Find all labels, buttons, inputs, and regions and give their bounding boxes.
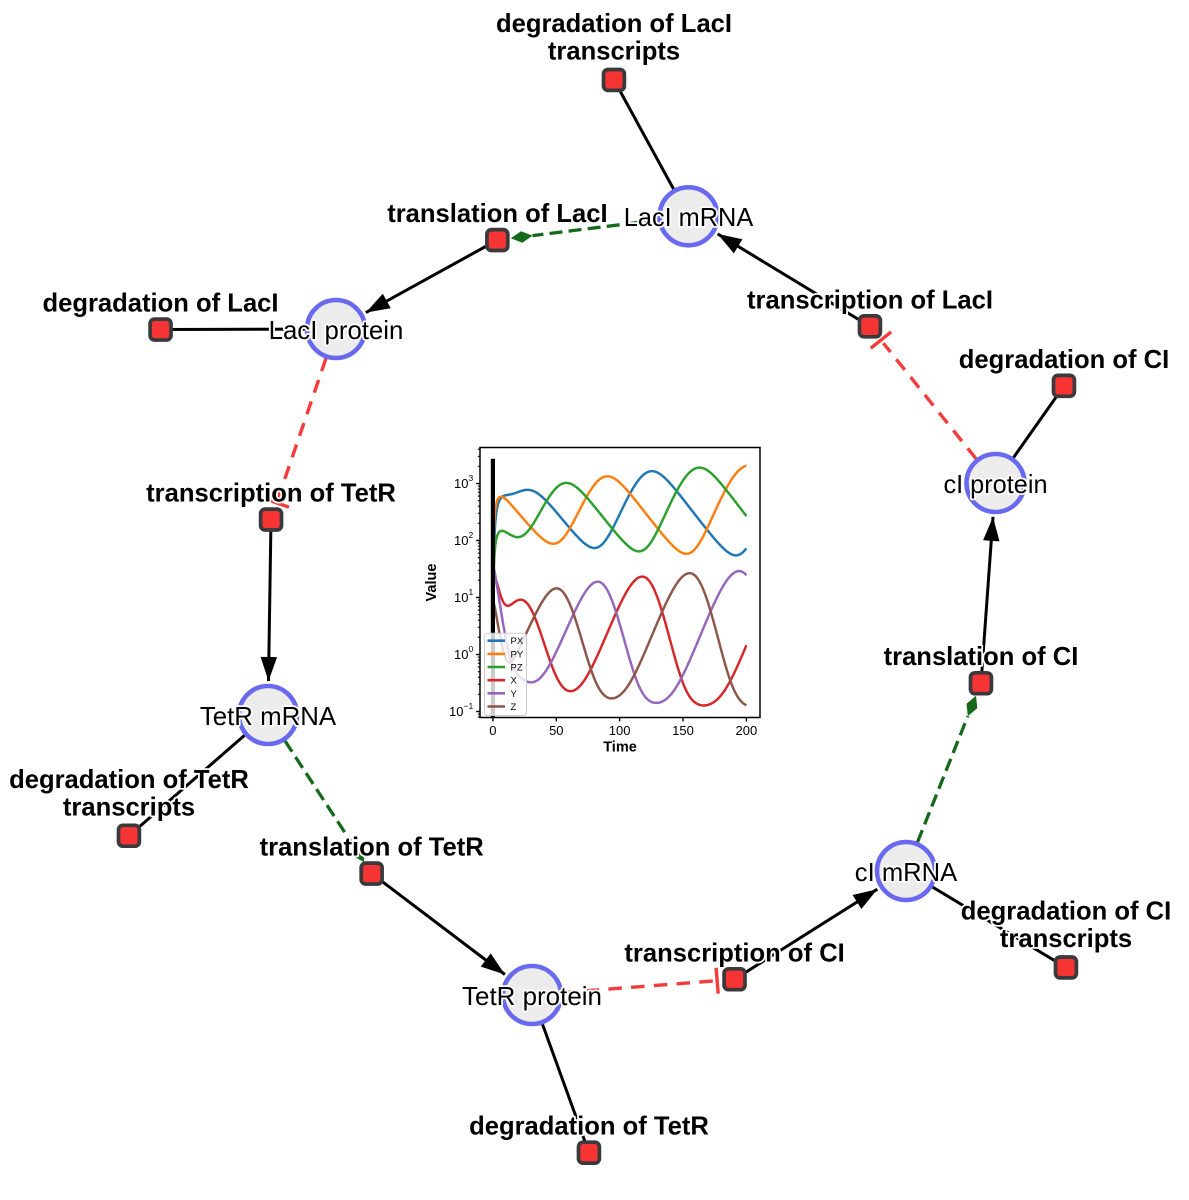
- svg-text:50: 50: [549, 723, 563, 738]
- svg-text:10: 10: [454, 647, 468, 662]
- svg-text:100: 100: [609, 723, 631, 738]
- svg-text:200: 200: [736, 723, 758, 738]
- svg-text:10: 10: [454, 476, 468, 491]
- svg-text:Value: Value: [424, 564, 440, 602]
- svg-text:degradation of CI: degradation of CI: [959, 346, 1169, 374]
- svg-text:0: 0: [469, 644, 474, 654]
- svg-text:PZ: PZ: [511, 663, 523, 674]
- svg-text:10: 10: [454, 590, 468, 605]
- svg-text:PX: PX: [511, 636, 524, 647]
- svg-text:degradation of LacI: degradation of LacI: [42, 290, 278, 318]
- svg-text:10: 10: [449, 704, 463, 719]
- svg-text:translation of CI: translation of CI: [884, 643, 1079, 671]
- svg-text:cI mRNA: cI mRNA: [855, 857, 958, 887]
- svg-text:degradation of CI: degradation of CI: [961, 898, 1171, 926]
- svg-text:X: X: [511, 676, 518, 687]
- svg-text:transcripts: transcripts: [63, 793, 195, 821]
- svg-text:10: 10: [454, 533, 468, 548]
- svg-text:degradation of TetR: degradation of TetR: [469, 1113, 709, 1141]
- svg-text:cI protein: cI protein: [943, 469, 1047, 499]
- svg-text:150: 150: [672, 723, 694, 738]
- svg-text:PY: PY: [511, 649, 524, 660]
- svg-text:degradation of LacI: degradation of LacI: [496, 10, 732, 38]
- svg-text:translation of LacI: translation of LacI: [387, 200, 607, 228]
- svg-text:Y: Y: [511, 689, 518, 700]
- svg-text:2: 2: [469, 530, 474, 540]
- svg-text:Z: Z: [511, 702, 517, 713]
- svg-text:transcription of LacI: transcription of LacI: [747, 286, 993, 314]
- svg-text:transcripts: transcripts: [1000, 925, 1132, 953]
- svg-text:degradation of TetR: degradation of TetR: [9, 766, 249, 794]
- svg-text:TetR protein: TetR protein: [462, 981, 602, 1011]
- svg-text:TetR mRNA: TetR mRNA: [200, 701, 337, 731]
- svg-text:transcripts: transcripts: [548, 38, 680, 66]
- svg-text:0: 0: [489, 723, 496, 738]
- svg-text:3: 3: [469, 473, 474, 483]
- svg-text:1: 1: [469, 587, 474, 597]
- svg-text:Time: Time: [603, 740, 637, 756]
- svg-text:LacI protein: LacI protein: [269, 315, 404, 345]
- svg-text:transcription of TetR: transcription of TetR: [146, 480, 396, 508]
- svg-text:transcription of CI: transcription of CI: [624, 939, 844, 967]
- svg-text:−1: −1: [464, 701, 474, 711]
- svg-text:LacI mRNA: LacI mRNA: [624, 202, 754, 232]
- svg-text:translation of TetR: translation of TetR: [260, 834, 484, 862]
